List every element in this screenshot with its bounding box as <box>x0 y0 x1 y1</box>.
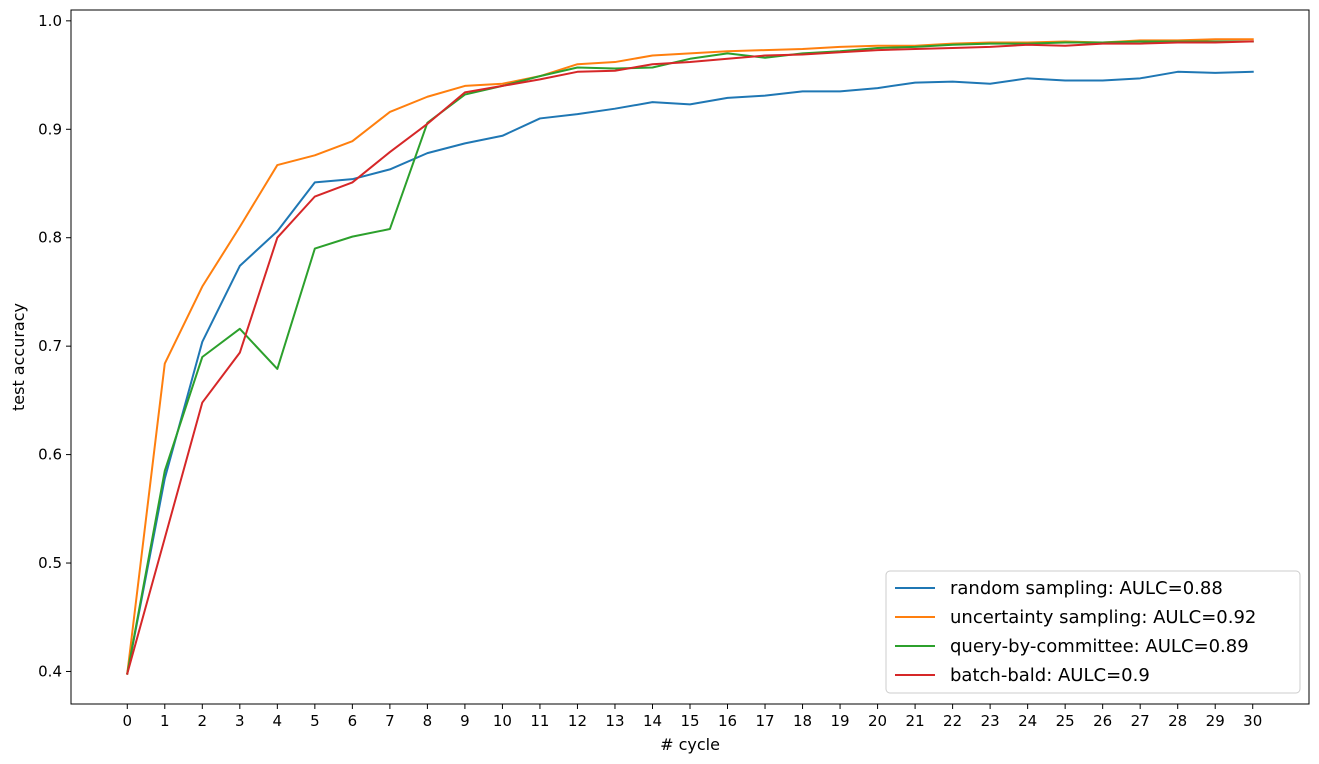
series-line-3 <box>126 40 1254 675</box>
x-tick-label: 23 <box>981 712 1000 730</box>
x-tick-label: 0 <box>122 712 132 730</box>
x-tick-label: 12 <box>568 712 587 730</box>
x-tick-label: 16 <box>718 712 737 730</box>
x-tick-label: 20 <box>868 712 887 730</box>
y-axis-ticks: 0.4 0.5 0.6 0.7 0.8 0.9 1.0 <box>38 12 71 680</box>
x-axis-ticks: 0 1 2 3 4 5 6 7 8 9 10 11 12 13 14 15 16 17 18 19 20 21 22 23 24… <box>122 704 1262 730</box>
x-tick-label: 19 <box>831 712 850 730</box>
y-tick-label: 0.5 <box>38 554 62 572</box>
x-tick-label: 4 <box>273 712 283 730</box>
x-tick-label: 18 <box>793 712 812 730</box>
series-line-4 <box>126 40 1254 675</box>
legend-box <box>885 570 1301 694</box>
legend-label-3: query-by-committee: AULC=0.89 <box>950 636 1249 657</box>
x-tick-label: 7 <box>385 712 395 730</box>
y-axis-label: test accuracy <box>9 303 28 411</box>
y-tick-label: 0.6 <box>38 446 62 464</box>
x-tick-label: 9 <box>460 712 470 730</box>
y-tick-label: 0.4 <box>38 662 62 680</box>
x-tick-label: 3 <box>235 712 245 730</box>
x-tick-label: 28 <box>1168 712 1187 730</box>
x-tick-label: 11 <box>530 712 549 730</box>
x-tick-label: 8 <box>423 712 433 730</box>
x-tick-label: 2 <box>198 712 208 730</box>
x-tick-label: 29 <box>1206 712 1225 730</box>
x-axis-label: # cycle <box>660 735 720 754</box>
x-tick-label: 25 <box>1056 712 1075 730</box>
x-tick-label: 30 <box>1243 712 1262 730</box>
legend-label-4: batch-bald: AULC=0.9 <box>950 665 1150 686</box>
x-tick-label: 5 <box>310 712 320 730</box>
series-layer <box>126 38 1254 675</box>
x-tick-label: 26 <box>1093 712 1112 730</box>
legend-label-2: uncertainty sampling: AULC=0.92 <box>950 607 1256 628</box>
x-tick-label: 1 <box>160 712 170 730</box>
x-tick-label: 10 <box>493 712 512 730</box>
x-tick-label: 13 <box>605 712 624 730</box>
y-tick-label: 0.8 <box>38 229 62 247</box>
x-tick-label: 15 <box>680 712 699 730</box>
x-tick-label: 6 <box>348 712 358 730</box>
y-tick-label: 0.9 <box>38 120 62 138</box>
x-tick-label: 21 <box>906 712 925 730</box>
x-tick-label: 27 <box>1131 712 1150 730</box>
y-tick-label: 0.7 <box>38 337 62 355</box>
series-line-2 <box>126 38 1254 675</box>
x-tick-label: 14 <box>643 712 662 730</box>
x-tick-label: 24 <box>1018 712 1037 730</box>
x-tick-label: 17 <box>755 712 774 730</box>
y-tick-label: 1.0 <box>38 12 62 30</box>
legend-label-1: random sampling: AULC=0.88 <box>950 578 1223 599</box>
legend: random sampling: AULC=0.88 uncertainty sa… <box>885 570 1301 694</box>
series-line-1 <box>126 70 1254 675</box>
x-tick-label: 22 <box>943 712 962 730</box>
